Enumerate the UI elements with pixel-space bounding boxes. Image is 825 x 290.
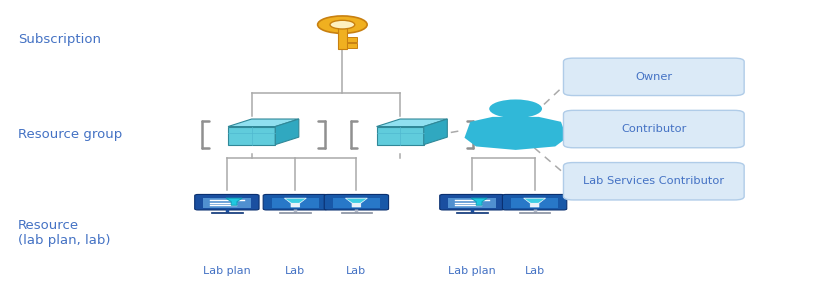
FancyBboxPatch shape: [563, 162, 744, 200]
Bar: [346, 37, 356, 42]
Text: Contributor: Contributor: [621, 124, 686, 134]
Polygon shape: [228, 126, 276, 145]
Polygon shape: [285, 199, 305, 203]
Polygon shape: [285, 198, 306, 207]
Text: Resource group: Resource group: [18, 128, 122, 141]
Bar: [338, 25, 346, 49]
FancyBboxPatch shape: [271, 198, 319, 208]
Circle shape: [489, 99, 542, 118]
Bar: [346, 44, 356, 48]
Polygon shape: [376, 126, 424, 145]
FancyBboxPatch shape: [203, 198, 251, 208]
Text: Lab Services Contributor: Lab Services Contributor: [583, 176, 724, 186]
Polygon shape: [471, 198, 488, 205]
FancyBboxPatch shape: [563, 110, 744, 148]
FancyBboxPatch shape: [263, 194, 328, 210]
Circle shape: [330, 20, 355, 29]
Text: Lab plan: Lab plan: [448, 266, 496, 276]
Polygon shape: [276, 119, 299, 145]
FancyBboxPatch shape: [563, 58, 744, 96]
FancyBboxPatch shape: [511, 198, 559, 208]
Polygon shape: [424, 119, 447, 145]
Bar: [211, 212, 243, 213]
Polygon shape: [525, 199, 545, 203]
Polygon shape: [376, 119, 447, 126]
Text: Lab plan: Lab plan: [203, 266, 251, 276]
FancyBboxPatch shape: [195, 194, 259, 210]
Bar: [456, 212, 488, 213]
Polygon shape: [346, 198, 367, 207]
Circle shape: [318, 16, 367, 33]
Bar: [280, 212, 311, 213]
Polygon shape: [228, 119, 299, 126]
Polygon shape: [226, 198, 243, 205]
Bar: [519, 212, 550, 213]
Polygon shape: [464, 117, 567, 150]
FancyBboxPatch shape: [502, 194, 567, 210]
Text: Subscription: Subscription: [18, 33, 101, 46]
Bar: [341, 212, 372, 213]
Polygon shape: [524, 198, 545, 207]
FancyBboxPatch shape: [324, 194, 389, 210]
Text: Lab: Lab: [525, 266, 545, 276]
FancyBboxPatch shape: [332, 198, 380, 208]
FancyBboxPatch shape: [440, 194, 504, 210]
Text: Resource
(lab plan, lab): Resource (lab plan, lab): [18, 220, 111, 247]
Text: Lab: Lab: [285, 266, 305, 276]
Text: Owner: Owner: [635, 72, 672, 82]
FancyBboxPatch shape: [448, 198, 496, 208]
Polygon shape: [346, 199, 366, 203]
Text: Lab: Lab: [346, 266, 366, 276]
